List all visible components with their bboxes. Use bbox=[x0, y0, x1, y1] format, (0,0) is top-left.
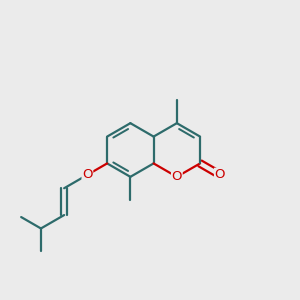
Text: O: O bbox=[214, 168, 225, 181]
Text: O: O bbox=[82, 168, 93, 181]
Text: O: O bbox=[172, 170, 182, 183]
